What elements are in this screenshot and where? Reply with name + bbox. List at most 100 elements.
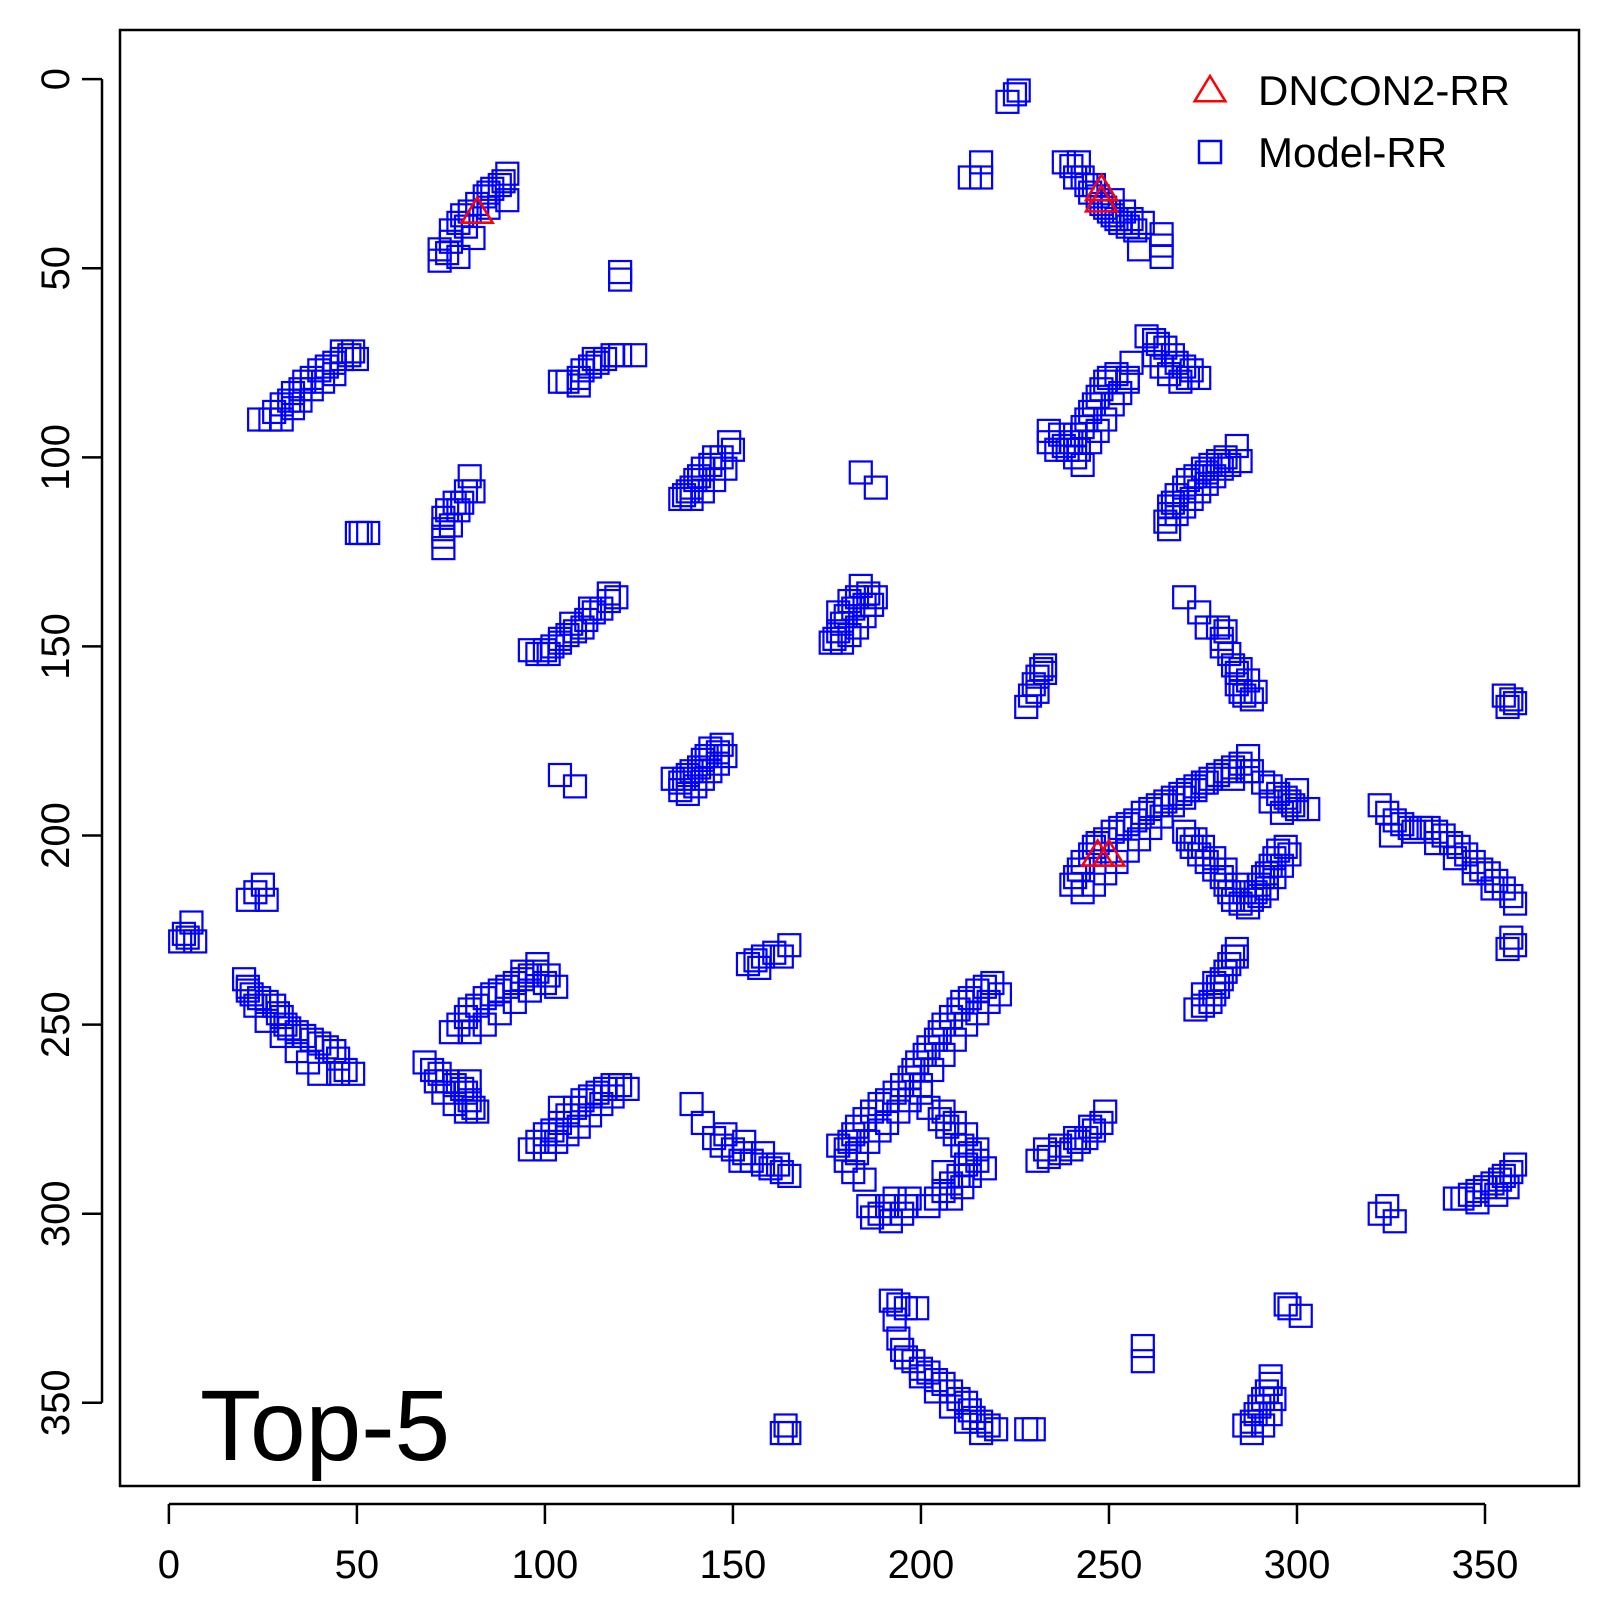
model-rr-point bbox=[1213, 619, 1238, 644]
model-rr-point bbox=[1416, 815, 1441, 841]
model-rr-point bbox=[777, 1420, 802, 1446]
model-rr-point bbox=[1232, 1413, 1257, 1438]
model-rr-point bbox=[250, 872, 275, 897]
model-rr-point bbox=[897, 1186, 922, 1211]
x-axis: 0 50 100 150 200 250 300 350 bbox=[158, 1502, 1518, 1587]
model-rr-point bbox=[284, 1038, 309, 1064]
model-rr-point bbox=[1258, 1402, 1283, 1427]
model-rr-point bbox=[495, 161, 520, 186]
model-rr-point bbox=[1465, 1190, 1490, 1215]
model-rr-point bbox=[931, 1178, 956, 1204]
y-tick-label: 250 bbox=[34, 991, 78, 1058]
model-rr-point bbox=[953, 1409, 979, 1434]
model-rr-point bbox=[995, 89, 1020, 114]
model-rr-point bbox=[1224, 944, 1249, 969]
model-rr-point bbox=[886, 1292, 911, 1317]
model-rr-point bbox=[1115, 369, 1140, 394]
model-rr-point bbox=[1047, 1133, 1073, 1158]
model-rr-point bbox=[690, 766, 715, 791]
model-rr-point bbox=[623, 343, 648, 368]
model-rr-point bbox=[577, 596, 603, 621]
model-rr-point bbox=[438, 1020, 464, 1045]
model-rr-point bbox=[972, 1156, 997, 1181]
model-rr-point bbox=[1149, 244, 1174, 270]
y-tick-label: 200 bbox=[34, 802, 78, 869]
model-rr-point bbox=[1502, 891, 1528, 916]
model-rr-point bbox=[848, 460, 873, 485]
model-rr-point bbox=[1130, 1349, 1155, 1374]
model-rr-point bbox=[269, 1023, 294, 1049]
model-rr-point bbox=[517, 638, 542, 663]
model-rr-point bbox=[461, 225, 486, 251]
model-rr-point bbox=[1284, 778, 1310, 803]
model-rr-point bbox=[453, 1004, 479, 1030]
model-rr-point bbox=[890, 1201, 915, 1226]
model-rr-point bbox=[1239, 687, 1264, 712]
model-rr-point bbox=[1130, 1333, 1155, 1359]
model-rr-point bbox=[1262, 1386, 1287, 1412]
model-rr-point bbox=[596, 581, 621, 606]
model-rr-point bbox=[1232, 880, 1257, 905]
model-rr-point bbox=[863, 585, 888, 610]
model-rr-point bbox=[713, 456, 738, 481]
plot-frame bbox=[118, 28, 1581, 1488]
model-rr-point bbox=[1382, 1209, 1407, 1234]
model-rr-point bbox=[1187, 600, 1212, 625]
model-rr-point bbox=[890, 1073, 915, 1098]
legend-label-model-rr: Model-RR bbox=[1258, 129, 1447, 176]
model-rr-point bbox=[957, 1163, 982, 1188]
model-rr-point bbox=[1502, 691, 1528, 716]
model-rr-point bbox=[1220, 653, 1246, 678]
y-tick-label: 350 bbox=[34, 1369, 78, 1436]
data-marks bbox=[168, 78, 1528, 1446]
model-rr-point bbox=[1032, 660, 1058, 686]
legend-label-dncon2-rr: DNCON2-RR bbox=[1258, 67, 1510, 114]
model-rr-point bbox=[878, 1288, 903, 1313]
model-rr-point bbox=[269, 407, 294, 432]
model-rr-point bbox=[1198, 989, 1223, 1015]
model-rr-point bbox=[566, 373, 591, 398]
model-rr-point bbox=[1179, 486, 1204, 512]
model-rr-point bbox=[1190, 834, 1216, 859]
model-rr-point bbox=[882, 1307, 907, 1332]
x-tick-label: 150 bbox=[700, 1543, 767, 1587]
model-rr-point bbox=[675, 479, 700, 504]
model-rr-point bbox=[1220, 766, 1246, 791]
model-rr-point bbox=[728, 1148, 753, 1173]
model-rr-point bbox=[856, 1194, 881, 1219]
model-rr-point bbox=[1367, 793, 1392, 818]
model-rr-point bbox=[457, 1020, 482, 1045]
model-rr-point bbox=[517, 1137, 542, 1162]
model-rr-point bbox=[344, 520, 369, 546]
dncon2-rr-point bbox=[459, 195, 495, 225]
model-rr-point bbox=[423, 1069, 448, 1094]
model-rr-point bbox=[457, 464, 482, 489]
model-rr-point bbox=[1063, 165, 1088, 190]
model-rr-point bbox=[1183, 997, 1208, 1022]
model-rr-point bbox=[683, 774, 708, 799]
model-rr-point bbox=[438, 513, 464, 538]
model-rr-point bbox=[608, 343, 633, 368]
model-rr-point bbox=[517, 978, 542, 1003]
dncon2-rr-point bbox=[1091, 837, 1127, 867]
model-rr-point bbox=[1183, 827, 1208, 852]
model-rr-point bbox=[1187, 479, 1212, 504]
model-rr-point bbox=[1375, 1194, 1400, 1219]
model-rr-point bbox=[732, 1129, 757, 1154]
legend: DNCON2-RR Model-RR bbox=[1188, 60, 1558, 180]
model-rr-point bbox=[938, 1394, 964, 1419]
model-rr-point bbox=[1205, 974, 1231, 999]
model-rr-point bbox=[1025, 679, 1050, 704]
model-rr-point bbox=[931, 1160, 956, 1185]
model-rr-point bbox=[1228, 657, 1253, 682]
model-rr-point bbox=[333, 1057, 358, 1083]
model-rr-point bbox=[1025, 664, 1050, 689]
model-rr-point bbox=[713, 744, 738, 769]
model-rr-point bbox=[510, 959, 535, 984]
model-rr-point bbox=[923, 1186, 949, 1211]
model-rr-point bbox=[1078, 1114, 1103, 1139]
model-rr-point bbox=[1480, 876, 1505, 901]
y-axis: 0 50 100 150 200 250 300 350 bbox=[34, 68, 104, 1436]
model-rr-point bbox=[337, 343, 362, 368]
